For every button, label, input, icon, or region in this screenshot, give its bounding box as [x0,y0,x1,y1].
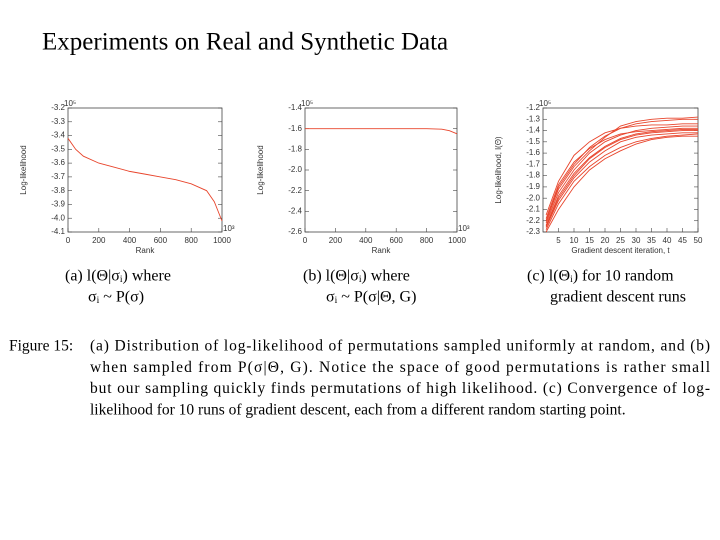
x-tick-label: 600 [154,236,168,245]
y-multiplier: 10⁵ [539,99,551,108]
y-tick-label: -3.2 [51,103,65,112]
caption-line: but our sampling quickly finds permutati… [90,380,710,397]
y-tick-label: -2.2 [288,186,302,195]
x-tick-label: 400 [359,236,373,245]
x-tick-label: 35 [647,236,656,245]
x-tick-label: 200 [92,236,106,245]
y-tick-label: -1.7 [526,159,540,168]
x-tick-label: 0 [66,236,71,245]
x-tick-label: 800 [420,236,434,245]
y-tick-label: -1.5 [526,137,540,146]
y-tick-label: -1.9 [526,182,540,191]
series-line [545,123,698,216]
subcaption: gradient descent runs [550,289,686,306]
series-line [545,135,698,233]
y-multiplier: 10⁵ [301,99,313,108]
series-line [545,116,699,221]
y-tick-label: -1.4 [526,126,540,135]
x-tick-label: 600 [390,236,404,245]
y-tick-label: -3.6 [51,158,65,167]
series-line [545,127,698,219]
series-line [545,133,699,230]
series-line [545,128,698,226]
series-line [545,130,698,227]
series-line [545,132,698,228]
y-tick-label: -3.9 [51,200,65,209]
y-tick-label: -3.3 [51,117,65,126]
y-tick-label: -1.2 [526,103,540,112]
x-tick-label: 1000 [448,236,466,245]
x-axis-label: Rank [136,246,156,255]
y-tick-label: -2.2 [526,216,540,225]
x-tick-label: 200 [329,236,343,245]
x-tick-label: 45 [678,236,687,245]
y-tick-label: -4.1 [51,227,65,236]
x-axis-label: Rank [372,246,392,255]
y-tick-label: -2.3 [526,227,540,236]
caption-line: when sampled from P(σ|Θ, G). Notice the … [90,359,710,376]
y-axis-label: Log-likelihood [19,145,28,194]
y-tick-label: -1.4 [288,103,302,112]
x-tick-label: 40 [663,236,672,245]
plot-frame [304,107,458,233]
x-tick-label: 30 [632,236,641,245]
caption-line: likelihood for 10 runs of gradient desce… [90,401,626,418]
x-axis-label: Gradient descent iteration, t [571,246,670,255]
x-multiplier: 10³ [458,224,470,233]
y-axis-label: Log-likelihood, l(Θ) [494,136,503,203]
y-tick-label: -3.5 [51,144,65,153]
x-tick-label: 1000 [213,236,231,245]
y-tick-label: -1.6 [288,124,302,133]
y-tick-label: -2.0 [288,165,302,174]
x-tick-label: 0 [303,236,308,245]
x-multiplier: 10³ [223,224,235,233]
y-tick-label: -1.3 [526,114,540,123]
x-tick-label: 5 [556,236,561,245]
y-tick-label: -3.4 [51,131,65,140]
plot-frame [67,107,223,233]
y-tick-label: -1.8 [526,171,540,180]
subcaption: (a) l(Θ|σᵢ) where [65,268,171,285]
x-tick-label: 20 [601,236,610,245]
y-tick-label: -2.6 [288,227,302,236]
series-line [305,128,458,135]
x-tick-label: 800 [185,236,199,245]
subcaption: (b) l(Θ|σᵢ) where [303,268,410,285]
series-line [545,125,698,224]
y-tick-label: -3.8 [51,186,65,195]
y-axis-label: Log-likelihood [256,145,265,194]
subcaption: σᵢ ~ P(σ) [88,289,144,306]
x-tick-label: 25 [616,236,625,245]
y-tick-label: -2.1 [526,205,540,214]
subcaption: (c) l(Θᵢ) for 10 random [527,268,674,285]
y-tick-label: -1.6 [526,148,540,157]
caption-label: Figure 15: [9,338,73,355]
x-tick-label: 50 [694,236,703,245]
y-tick-label: -3.7 [51,172,65,181]
y-tick-label: -2.4 [288,206,302,215]
caption-line: (a) Distribution of log-likelihood of pe… [90,338,710,355]
x-tick-label: 400 [123,236,137,245]
subcaption: σᵢ ~ P(σ|Θ, G) [326,289,416,306]
slide-title: Experiments on Real and Synthetic Data [42,29,448,56]
series-line [67,138,223,222]
y-tick-label: -2.0 [526,193,540,202]
y-tick-label: -4.0 [51,213,65,222]
y-multiplier: 10⁵ [64,99,76,108]
x-tick-label: 15 [585,236,594,245]
y-tick-label: -1.8 [288,144,302,153]
x-tick-label: 10 [570,236,579,245]
